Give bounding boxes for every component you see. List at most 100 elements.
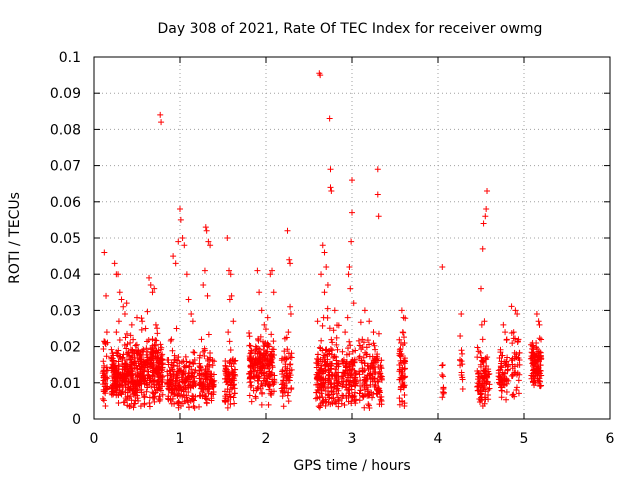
data-point	[324, 282, 331, 289]
data-point	[512, 307, 519, 314]
data-point	[479, 358, 486, 365]
data-point	[314, 394, 321, 401]
data-point	[125, 353, 132, 360]
data-point	[264, 314, 271, 321]
data-point	[137, 380, 144, 387]
data-point	[205, 238, 212, 245]
data-point	[535, 377, 542, 384]
data-point	[478, 321, 485, 328]
data-point	[346, 338, 353, 345]
data-point	[279, 368, 286, 375]
data-point	[500, 321, 507, 328]
data-point	[365, 401, 372, 408]
data-point	[265, 401, 272, 408]
data-point	[366, 402, 373, 409]
data-point	[143, 345, 150, 352]
data-point	[397, 386, 404, 393]
data-point	[228, 363, 235, 370]
data-point	[483, 206, 490, 213]
data-point	[222, 363, 229, 370]
data-point	[123, 330, 130, 337]
data-point	[209, 362, 216, 369]
data-point	[124, 341, 131, 348]
data-point	[144, 308, 151, 315]
data-point	[153, 337, 160, 344]
data-point	[325, 366, 332, 373]
data-point	[120, 399, 127, 406]
y-tick-label: 0.07	[50, 159, 81, 175]
data-point	[228, 292, 235, 299]
data-point	[158, 119, 165, 126]
data-point	[398, 307, 405, 314]
data-point	[259, 365, 266, 372]
data-point	[283, 374, 290, 381]
data-point	[322, 358, 329, 365]
data-point	[178, 387, 185, 394]
data-point	[151, 398, 158, 405]
data-point	[538, 336, 545, 343]
data-point	[116, 353, 123, 360]
data-point	[116, 289, 123, 296]
data-point	[154, 359, 161, 366]
data-point	[396, 401, 403, 408]
data-point	[100, 345, 107, 352]
data-point	[399, 370, 406, 377]
data-point	[136, 374, 143, 381]
data-point	[128, 402, 135, 409]
data-point	[265, 373, 272, 380]
data-point	[140, 346, 147, 353]
data-point	[480, 220, 487, 227]
data-point	[246, 333, 253, 340]
data-point	[321, 289, 328, 296]
data-point	[121, 341, 128, 348]
y-tick-label: 0.09	[50, 86, 81, 102]
data-point	[364, 337, 371, 344]
y-tick-label: 0	[72, 412, 81, 428]
data-point	[285, 398, 292, 405]
data-point	[268, 391, 275, 398]
data-point	[125, 378, 132, 385]
data-point	[134, 371, 141, 378]
data-point	[370, 359, 377, 366]
data-point	[147, 360, 154, 367]
y-tick-label: 0.01	[50, 376, 81, 392]
data-point	[108, 346, 115, 353]
data-point	[474, 354, 481, 361]
data-point	[331, 307, 338, 314]
data-point	[498, 377, 505, 384]
data-point	[152, 352, 159, 359]
data-point	[346, 390, 353, 397]
data-point	[321, 363, 328, 370]
data-point	[204, 362, 211, 369]
data-point	[399, 398, 406, 405]
y-tick-label: 0.08	[50, 122, 81, 138]
data-point	[153, 369, 160, 376]
data-point	[254, 345, 261, 352]
data-point	[335, 361, 342, 368]
data-point	[401, 355, 408, 362]
data-point	[146, 274, 153, 281]
data-point	[533, 365, 540, 372]
data-point	[173, 372, 180, 379]
data-point	[200, 378, 207, 385]
data-point	[166, 386, 173, 393]
data-point	[200, 371, 207, 378]
data-point	[351, 378, 358, 385]
data-point	[137, 349, 144, 356]
data-point	[149, 344, 156, 351]
data-point	[346, 350, 353, 357]
data-point	[151, 285, 158, 292]
data-point	[157, 341, 164, 348]
data-point	[102, 402, 109, 409]
data-point	[226, 296, 233, 303]
data-point	[346, 263, 353, 270]
data-point	[279, 355, 286, 362]
data-point	[476, 399, 483, 406]
data-point	[248, 369, 255, 376]
data-point	[115, 271, 122, 278]
data-point	[110, 383, 117, 390]
data-point	[396, 336, 403, 343]
data-point	[323, 346, 330, 353]
data-point	[270, 289, 277, 296]
